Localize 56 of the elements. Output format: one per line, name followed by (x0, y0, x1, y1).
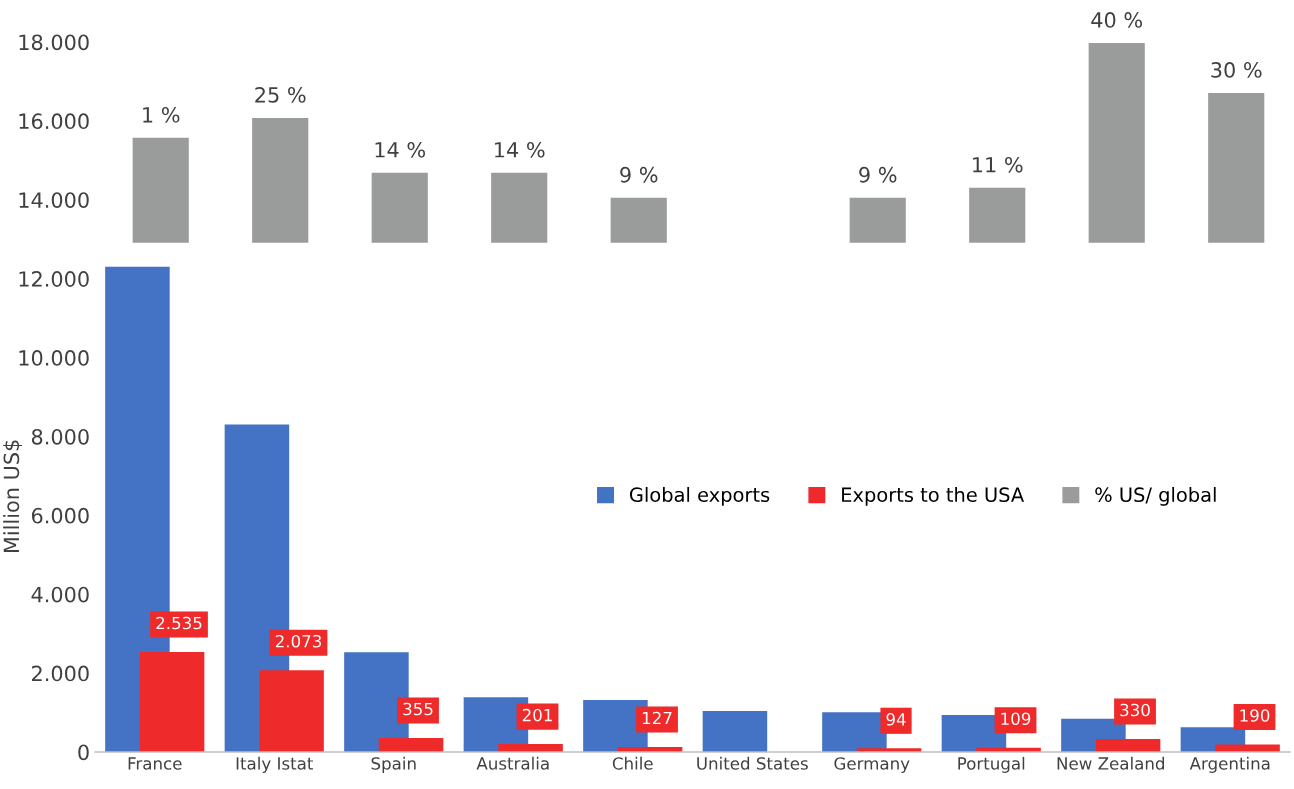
y-tick-label: 2.000 (32, 665, 89, 682)
bar (1088, 43, 1145, 243)
data-label: 109 (1001, 712, 1031, 726)
bar (610, 197, 667, 243)
y-tick-label: 14.000 (19, 192, 89, 208)
y-tick-label: 12.000 (19, 271, 89, 287)
bar (132, 137, 189, 243)
bar (1095, 738, 1161, 752)
data-label: 2.535 (156, 616, 202, 630)
y-tick-label: 4.000 (31, 586, 89, 603)
y-axis-title: Million US$ (3, 440, 23, 553)
data-label: 355 (403, 702, 433, 716)
data-label: 14 % (495, 141, 545, 158)
legend-label: Global exports (629, 486, 770, 506)
data-label: 201 (522, 708, 552, 722)
bar (371, 172, 428, 243)
y-tick-label: 18.000 (19, 34, 89, 51)
bar (259, 670, 324, 752)
bar (1208, 92, 1265, 243)
data-label: 2.073 (275, 634, 322, 648)
bar (378, 738, 444, 752)
bar (702, 710, 768, 752)
bar (849, 197, 906, 243)
data-label: 330 (1120, 703, 1150, 717)
data-label: 9 % (859, 166, 897, 183)
x-tick-label: Spain (371, 756, 416, 773)
data-label: 40 % (1091, 12, 1143, 28)
bar (491, 172, 548, 243)
x-tick-label: United States (697, 756, 808, 770)
x-tick-label: Italy Istat (236, 756, 314, 773)
data-label: 127 (642, 711, 672, 725)
bar (252, 117, 309, 243)
bar (969, 187, 1026, 243)
data-label: 25 % (255, 86, 306, 103)
data-label: 9 % (620, 166, 658, 183)
x-tick-label: New Zealand (1057, 756, 1164, 770)
data-label: 30 % (1211, 62, 1262, 78)
x-tick-label: Australia (476, 756, 549, 770)
y-tick-label: 6.000 (31, 507, 89, 524)
y-tick-label: 16.000 (19, 113, 89, 130)
y-tick-label: 10.000 (19, 350, 89, 366)
x-tick-label: Portugal (958, 756, 1025, 773)
x-tick-label: Germany (834, 757, 910, 773)
data-label: 14 % (375, 141, 426, 158)
bar (139, 652, 205, 752)
y-tick-label: 8.000 (31, 428, 89, 445)
annotation: 1 % (143, 106, 180, 123)
legend-label: % US/ global (1095, 486, 1216, 506)
data-label: 94 (886, 713, 906, 726)
y-tick-label: 0 (78, 744, 89, 761)
data-label: 190 (1240, 709, 1270, 722)
x-tick-label: Chile (612, 756, 653, 770)
data-label: 11 % (973, 156, 1023, 173)
x-tick-label: Argentina (1189, 756, 1270, 773)
legend-label: Exports to the USA (842, 486, 1025, 506)
x-tick-label: France (128, 757, 182, 770)
